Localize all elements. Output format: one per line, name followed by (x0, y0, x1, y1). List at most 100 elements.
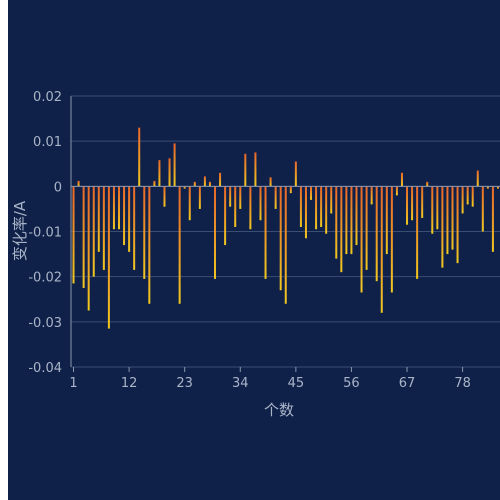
x-tick-label: 78 (454, 376, 471, 391)
bar (264, 186, 267, 279)
y-axis-title: 变化率/A (11, 200, 29, 261)
bar (370, 186, 373, 205)
bar (406, 186, 409, 225)
bar (254, 152, 257, 187)
bar (436, 186, 439, 230)
bar (188, 186, 191, 221)
bar (355, 186, 358, 246)
x-tick-label: 34 (232, 376, 249, 391)
bar (421, 186, 424, 218)
bar (385, 186, 388, 255)
bar (416, 186, 419, 279)
bar (123, 186, 126, 246)
bar (380, 186, 383, 313)
x-tick-label: 12 (121, 376, 138, 391)
bar (274, 186, 277, 209)
y-tick-label: 0 (54, 180, 62, 195)
bar (178, 186, 181, 304)
bar (476, 170, 479, 187)
x-tick-label: 67 (399, 376, 416, 391)
bar (284, 186, 287, 304)
bar (249, 186, 252, 230)
bar (138, 127, 141, 187)
bar-chart: 0.02 0.01 0 -0.01 -0.02 -0.03 -0.04 1 12 23 34 45 56… (11, 90, 500, 419)
y-tick-label: -0.01 (28, 226, 62, 241)
y-tick-label: -0.02 (28, 271, 62, 286)
bar (234, 186, 237, 227)
bar (279, 186, 282, 291)
bar (289, 186, 292, 194)
x-tick-label: 45 (288, 376, 305, 391)
bar (214, 186, 217, 279)
bar (112, 186, 115, 230)
x-axis-title: 个数 (264, 401, 294, 419)
bar (486, 186, 489, 189)
x-tick-label: 1 (69, 376, 77, 391)
bar (269, 177, 272, 187)
bar (451, 186, 454, 250)
bar (107, 186, 110, 329)
bar (491, 186, 494, 252)
bar (92, 186, 95, 277)
bar (431, 186, 434, 234)
bar (466, 186, 469, 205)
bar (143, 186, 146, 279)
bar (365, 186, 368, 270)
bar (400, 172, 403, 187)
bar (456, 186, 459, 264)
bar (345, 186, 348, 255)
bar (183, 186, 186, 189)
y-tick-label: 0.01 (33, 135, 62, 150)
bar (229, 186, 232, 207)
bar (330, 186, 333, 214)
bar (239, 186, 242, 209)
bar (244, 153, 247, 187)
bar (471, 186, 474, 207)
bar (350, 186, 353, 255)
y-tick-label: -0.03 (28, 316, 62, 331)
bar (395, 186, 398, 196)
bar (315, 186, 318, 230)
axes: 0.02 0.01 0 -0.01 -0.02 -0.03 -0.04 1 12 23 34 45 56… (28, 90, 500, 391)
bar (426, 181, 429, 187)
bar (173, 143, 176, 187)
chart-panel: 0.02 0.01 0 -0.01 -0.02 -0.03 -0.04 1 12 23 34 45 56… (8, 0, 500, 500)
bar (441, 186, 444, 268)
bar (461, 186, 464, 214)
bar (390, 186, 393, 293)
bar (203, 176, 206, 187)
y-tick-label: -0.04 (28, 361, 62, 376)
y-tick-label: 0.02 (33, 90, 62, 105)
bar (128, 186, 131, 252)
bar (77, 180, 80, 187)
bar (158, 160, 161, 187)
bar (310, 186, 313, 200)
bar (304, 186, 307, 239)
bars (72, 127, 499, 329)
bar (299, 186, 302, 227)
bar (259, 186, 262, 221)
bar (87, 186, 90, 311)
bar (97, 186, 100, 252)
bar (320, 186, 323, 227)
bar (446, 186, 449, 255)
bar (411, 186, 414, 221)
bar (118, 186, 121, 230)
bar (496, 186, 499, 189)
bar (163, 186, 166, 207)
bar (72, 186, 75, 284)
bar (133, 186, 136, 270)
bar (208, 181, 211, 187)
bar (168, 158, 171, 187)
bar (481, 186, 484, 232)
bar (360, 186, 363, 293)
x-tick-label: 23 (176, 376, 193, 391)
x-tick-label: 56 (343, 376, 360, 391)
bar (224, 186, 227, 246)
bar (198, 186, 201, 209)
bar (375, 186, 378, 282)
bar (335, 186, 338, 259)
bar (148, 186, 151, 304)
bar (294, 161, 297, 187)
bar (325, 186, 328, 234)
